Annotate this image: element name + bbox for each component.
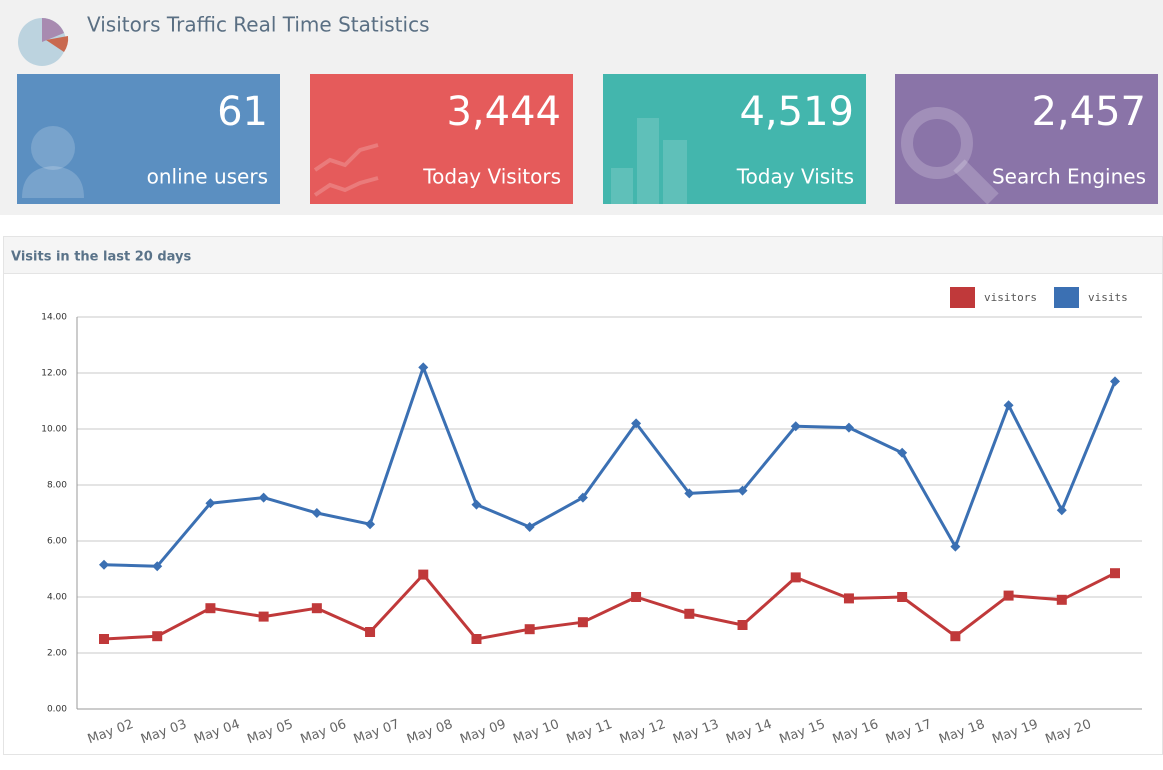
point-marker [684, 608, 695, 619]
point-marker [418, 569, 429, 580]
point-marker [790, 572, 801, 583]
stat-tile [17, 74, 280, 204]
point-marker [99, 559, 109, 570]
y-tick-label: 14.00 [41, 313, 67, 323]
series-line [103, 365, 1117, 568]
legend-swatch [950, 287, 975, 308]
legend-label: visitors [984, 291, 1037, 304]
tile-label: online users [147, 165, 268, 189]
tile-value: 61 [217, 89, 268, 135]
point-marker [843, 422, 854, 433]
tile-icon [663, 140, 687, 204]
legend-swatch [1054, 287, 1079, 308]
point-marker [205, 498, 216, 509]
y-tick-label: 8.00 [47, 481, 67, 491]
tile-icon [313, 176, 379, 197]
point-marker [737, 620, 748, 630]
tile-label: Today Visitors [422, 165, 561, 189]
point-marker [843, 593, 854, 604]
point-marker [631, 592, 642, 602]
point-marker [471, 499, 482, 510]
point-marker [311, 508, 322, 518]
point-marker [205, 603, 216, 614]
legend-label: visits [1088, 291, 1128, 304]
point-marker [577, 617, 588, 628]
tile-icon [611, 168, 633, 204]
tile-icon [313, 143, 379, 172]
point-marker [684, 488, 695, 499]
point-marker [950, 541, 961, 552]
pie-icon [18, 18, 69, 66]
tile-icon [22, 166, 84, 198]
point-marker [524, 624, 535, 635]
stat-tile [310, 74, 573, 204]
point-marker [1110, 568, 1120, 579]
point-marker [790, 421, 801, 432]
y-tick-label: 0.00 [47, 705, 67, 715]
point-marker [418, 362, 429, 373]
tile-icon [31, 126, 75, 170]
tile-value: 4,519 [739, 89, 854, 135]
point-marker [1056, 594, 1067, 605]
stat-tile [603, 74, 866, 204]
tile-icon [901, 107, 973, 179]
tile-icon [953, 159, 999, 205]
point-marker [152, 631, 163, 642]
point-marker [99, 634, 109, 644]
point-marker [577, 492, 588, 503]
point-marker [897, 592, 908, 602]
tile-label: Today Visits [736, 165, 854, 189]
point-marker [311, 603, 322, 614]
series-line [103, 571, 1116, 641]
y-tick-label: 12.00 [41, 369, 67, 379]
point-marker [258, 492, 269, 503]
tile-icon [637, 118, 659, 204]
chart-panel-header [4, 237, 1162, 273]
y-tick-label: 4.00 [47, 593, 67, 603]
point-marker [897, 447, 908, 458]
point-marker [1056, 505, 1067, 516]
y-tick-label: 2.00 [47, 649, 67, 659]
point-marker [950, 631, 961, 642]
y-tick-label: 10.00 [41, 425, 67, 435]
stat-tile [895, 74, 1158, 204]
point-marker [365, 627, 376, 637]
tile-value: 3,444 [446, 89, 561, 135]
page-title: Visitors Traffic Real Time Statistics [87, 13, 430, 37]
point-marker [258, 611, 269, 622]
point-marker [1003, 590, 1014, 601]
point-marker [737, 485, 748, 496]
tile-label: Search Engines [992, 165, 1146, 189]
tile-value: 2,457 [1031, 89, 1146, 135]
chart-title: Visits in the last 20 days [11, 250, 191, 265]
point-marker [524, 522, 535, 532]
point-marker [152, 561, 163, 572]
point-marker [1003, 400, 1014, 411]
y-tick-label: 6.00 [47, 537, 67, 547]
point-marker [365, 519, 376, 530]
point-marker [471, 634, 482, 644]
point-marker [1110, 376, 1120, 387]
point-marker [631, 418, 642, 429]
